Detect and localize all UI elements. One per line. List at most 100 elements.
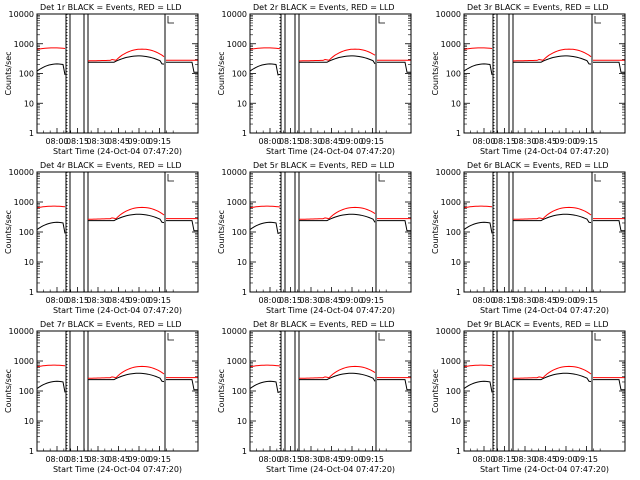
x-tick-label: 08:00	[45, 137, 68, 146]
y-tick-label: 10	[451, 258, 461, 267]
y-tick-label: 100	[446, 228, 461, 237]
plot-frame	[249, 330, 412, 452]
detector-panel-8: Det 8r BLACK = Events, RED = LLD Counts/s…	[217, 320, 412, 474]
y-tick-label: 1	[242, 447, 247, 456]
y-tick-label: 10	[24, 417, 34, 426]
events-series-line	[36, 55, 198, 75]
x-tick-label: 08:15	[493, 455, 516, 464]
x-axis-label: Start Time (24-Oct-04 07:47:20)	[53, 465, 182, 474]
x-tick-label: 08:45	[534, 296, 557, 305]
y-axis-label: Counts/sec	[217, 51, 226, 95]
x-tick-label: 08:15	[279, 455, 302, 464]
y-tick-label: 10000	[222, 327, 247, 336]
y-tick-label: 1000	[441, 357, 461, 366]
x-tick-label: 08:00	[472, 455, 495, 464]
bracket-mark	[594, 333, 601, 341]
y-tick-label: 10000	[436, 10, 461, 19]
y-tick-label: 10000	[222, 10, 247, 19]
y-tick-label: 10000	[9, 10, 34, 19]
y-axis-label: Counts/sec	[217, 210, 226, 254]
x-tick-label: 09:15	[361, 137, 384, 146]
x-axis-label: Start Time (24-Oct-04 07:47:20)	[480, 147, 609, 156]
detector-panel-5: Det 5r BLACK = Events, RED = LLD Counts/s…	[217, 161, 412, 315]
x-tick-label: 08:30	[513, 455, 536, 464]
detector-panel-6: Det 6r BLACK = Events, RED = LLD Counts/s…	[431, 161, 626, 315]
x-tick-label: 09:00	[554, 137, 577, 146]
lld-series-line	[463, 364, 625, 379]
y-tick-label: 100	[446, 70, 461, 79]
x-tick-label: 09:15	[575, 296, 598, 305]
y-tick-label: 100	[19, 70, 34, 79]
x-tick-label: 09:15	[148, 296, 171, 305]
y-tick-label: 10	[237, 258, 247, 267]
y-tick-label: 1	[29, 129, 34, 138]
x-tick-label: 09:00	[127, 455, 150, 464]
panel-title: Det 9r BLACK = Events, RED = LLD	[467, 320, 609, 329]
lld-series-line	[249, 205, 411, 220]
x-tick-label: 08:45	[107, 455, 130, 464]
x-tick-label: 08:30	[299, 137, 322, 146]
y-tick-label: 100	[19, 228, 34, 237]
x-tick-label: 08:30	[513, 137, 536, 146]
y-axis-label: Counts/sec	[431, 51, 440, 95]
y-tick-label: 100	[232, 387, 247, 396]
y-tick-label: 10000	[9, 168, 34, 177]
x-tick-label: 09:15	[148, 137, 171, 146]
plot-frame	[36, 171, 199, 293]
lld-series-line	[36, 205, 198, 220]
y-tick-label: 1000	[14, 40, 34, 49]
x-axis-label: Start Time (24-Oct-04 07:47:20)	[53, 147, 182, 156]
lld-series-line	[36, 364, 198, 379]
bracket-mark	[378, 333, 385, 341]
y-tick-label: 1	[29, 447, 34, 456]
plot-frame	[249, 171, 412, 293]
x-tick-label: 09:00	[127, 296, 150, 305]
y-tick-label: 10000	[9, 327, 34, 336]
panel-title: Det 7r BLACK = Events, RED = LLD	[40, 320, 182, 329]
x-tick-label: 08:15	[493, 296, 516, 305]
bracket-mark	[378, 174, 385, 182]
x-tick-label: 09:00	[340, 296, 363, 305]
y-tick-label: 10	[451, 417, 461, 426]
x-tick-label: 08:30	[299, 296, 322, 305]
y-tick-label: 100	[446, 387, 461, 396]
panel-title: Det 6r BLACK = Events, RED = LLD	[467, 161, 609, 170]
x-tick-label: 08:00	[472, 137, 495, 146]
events-series-line	[463, 213, 625, 234]
plot-frame	[36, 330, 199, 452]
y-tick-label: 1000	[227, 40, 247, 49]
x-tick-label: 09:15	[361, 455, 384, 464]
y-axis-label: Counts/sec	[431, 369, 440, 413]
x-tick-label: 08:15	[66, 137, 89, 146]
x-axis-label: Start Time (24-Oct-04 07:47:20)	[53, 306, 182, 315]
x-tick-label: 09:00	[127, 137, 150, 146]
x-tick-label: 08:45	[107, 137, 130, 146]
y-tick-label: 10	[24, 99, 34, 108]
lld-series-line	[463, 47, 625, 62]
y-tick-label: 1000	[441, 40, 461, 49]
x-tick-label: 08:15	[66, 455, 89, 464]
x-tick-label: 08:00	[258, 296, 281, 305]
x-tick-label: 09:15	[575, 137, 598, 146]
events-series-line	[36, 213, 198, 234]
events-series-line	[249, 213, 411, 235]
x-tick-label: 08:00	[45, 455, 68, 464]
y-tick-label: 10	[237, 99, 247, 108]
x-tick-label: 08:00	[258, 137, 281, 146]
y-tick-label: 1000	[14, 198, 34, 207]
lld-series-line	[36, 47, 198, 62]
x-tick-label: 08:00	[45, 296, 68, 305]
y-axis-label: Counts/sec	[217, 369, 226, 413]
y-tick-label: 1	[456, 288, 461, 297]
x-axis-label: Start Time (24-Oct-04 07:47:20)	[480, 306, 609, 315]
y-tick-label: 1000	[227, 357, 247, 366]
plot-frame	[249, 13, 412, 134]
y-tick-label: 100	[19, 387, 34, 396]
y-tick-label: 1	[242, 288, 247, 297]
lld-series-line	[463, 205, 625, 220]
plot-frame	[463, 13, 626, 134]
y-tick-label: 1000	[14, 357, 34, 366]
x-tick-label: 08:00	[258, 455, 281, 464]
bracket-mark	[594, 16, 601, 24]
panel-title: Det 2r BLACK = Events, RED = LLD	[253, 3, 395, 12]
